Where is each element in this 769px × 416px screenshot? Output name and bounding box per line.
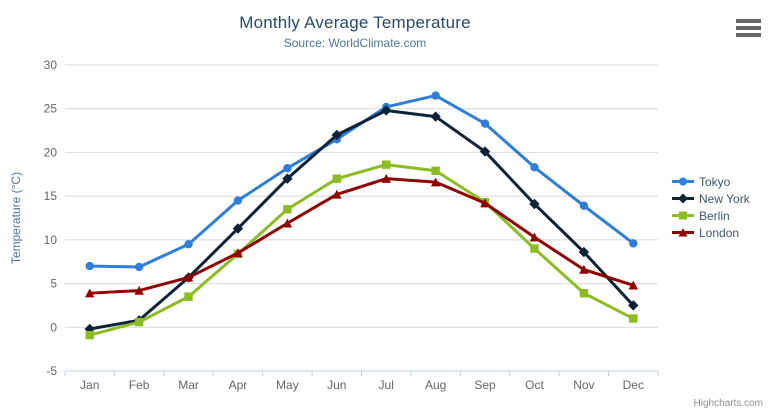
x-axis-label: Jan	[80, 378, 99, 392]
x-axis-label: Dec	[623, 378, 644, 392]
legend-item-new-york[interactable]: New York	[672, 190, 750, 207]
data-point-marker[interactable]	[283, 163, 292, 173]
legend-item-berlin[interactable]: Berlin	[672, 207, 750, 224]
data-point-marker[interactable]	[183, 272, 194, 282]
triangle-marker-icon	[672, 228, 694, 237]
y-axis-title: Temperature (°C)	[9, 171, 23, 265]
y-axis-label: 25	[44, 102, 58, 116]
data-point-marker[interactable]	[184, 292, 193, 301]
x-axis-label: Sep	[474, 378, 496, 392]
data-point-marker[interactable]	[529, 198, 540, 210]
data-point-marker[interactable]	[134, 262, 144, 272]
data-point-marker[interactable]	[579, 264, 589, 274]
data-point-marker[interactable]	[629, 314, 638, 323]
data-point-marker[interactable]	[479, 146, 491, 157]
credits-link[interactable]: Highcharts.com	[693, 398, 763, 409]
circle-marker-icon	[672, 177, 694, 186]
x-axis-label: Nov	[573, 378, 594, 392]
data-point-marker[interactable]	[85, 330, 94, 340]
data-point-marker[interactable]	[578, 246, 590, 258]
y-axis-label: 5	[50, 277, 57, 291]
legend-label: Berlin	[699, 208, 730, 223]
data-point-marker[interactable]	[381, 173, 391, 183]
data-point-marker[interactable]	[85, 288, 95, 298]
y-axis-label: 10	[44, 233, 58, 247]
data-point-marker[interactable]	[430, 111, 441, 122]
data-point-marker[interactable]	[629, 239, 638, 248]
chart-subtitle: Source: WorldClimate.com	[283, 36, 427, 50]
x-axis-label: Apr	[229, 378, 248, 392]
data-point-marker[interactable]	[530, 244, 539, 253]
data-point-marker[interactable]	[331, 129, 342, 141]
y-axis-label: 30	[44, 58, 58, 72]
data-point-marker[interactable]	[332, 174, 341, 183]
legend-label: London	[699, 225, 740, 240]
data-point-marker[interactable]	[628, 280, 638, 290]
y-axis-label: 15	[44, 189, 58, 203]
x-axis-label: Feb	[129, 378, 150, 392]
y-axis-label: 20	[44, 145, 58, 159]
y-axis-label: 0	[50, 320, 57, 334]
data-point-marker[interactable]	[332, 189, 342, 199]
x-axis-label: Jun	[327, 378, 346, 392]
data-point-marker[interactable]	[579, 201, 589, 210]
series-line-london[interactable]	[88, 177, 635, 295]
x-axis-label: Jul	[379, 378, 394, 392]
diamond-marker-icon	[672, 193, 694, 204]
legend-label: New York	[699, 191, 750, 206]
data-point-marker[interactable]	[529, 232, 540, 242]
data-point-marker[interactable]	[382, 160, 391, 169]
y-axis-label: -5	[46, 364, 57, 378]
data-point-marker[interactable]	[85, 261, 94, 271]
data-point-marker[interactable]	[233, 248, 243, 258]
x-axis-label: Aug	[425, 378, 446, 392]
hamburger-icon	[736, 19, 761, 37]
data-point-marker[interactable]	[431, 91, 440, 100]
square-marker-icon	[672, 211, 694, 220]
data-point-marker[interactable]	[282, 218, 293, 228]
export-menu-button[interactable]	[736, 19, 761, 38]
data-point-marker[interactable]	[134, 317, 144, 327]
legend: Tokyo New York Berlin London	[672, 173, 750, 241]
data-point-marker[interactable]	[430, 177, 441, 187]
data-point-marker[interactable]	[283, 205, 292, 214]
series-line-new-york[interactable]	[88, 108, 635, 331]
data-point-marker[interactable]	[628, 300, 639, 311]
series-line-berlin[interactable]	[88, 163, 635, 337]
data-point-marker[interactable]	[480, 198, 490, 208]
legend-item-london[interactable]: London	[672, 224, 750, 241]
data-point-marker[interactable]	[233, 196, 243, 205]
x-axis-label: Oct	[525, 378, 544, 392]
data-point-marker[interactable]	[232, 223, 244, 234]
x-axis-label: Mar	[178, 378, 199, 392]
x-axis-label: May	[276, 378, 299, 392]
data-point-marker[interactable]	[282, 173, 293, 184]
data-point-marker[interactable]	[184, 240, 193, 249]
data-point-marker[interactable]	[134, 285, 144, 295]
legend-item-tokyo[interactable]: Tokyo	[672, 173, 750, 190]
chart-title: Monthly Average Temperature	[239, 13, 471, 32]
data-point-marker[interactable]	[431, 166, 440, 175]
data-point-marker[interactable]	[381, 105, 392, 116]
data-point-marker[interactable]	[480, 119, 490, 128]
legend-label: Tokyo	[699, 174, 731, 189]
data-point-marker[interactable]	[579, 288, 589, 298]
data-point-marker[interactable]	[530, 163, 539, 172]
